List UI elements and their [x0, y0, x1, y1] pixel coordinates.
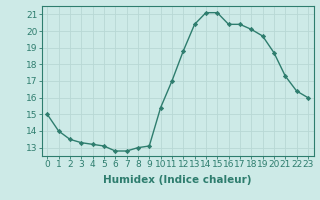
X-axis label: Humidex (Indice chaleur): Humidex (Indice chaleur) [103, 175, 252, 185]
